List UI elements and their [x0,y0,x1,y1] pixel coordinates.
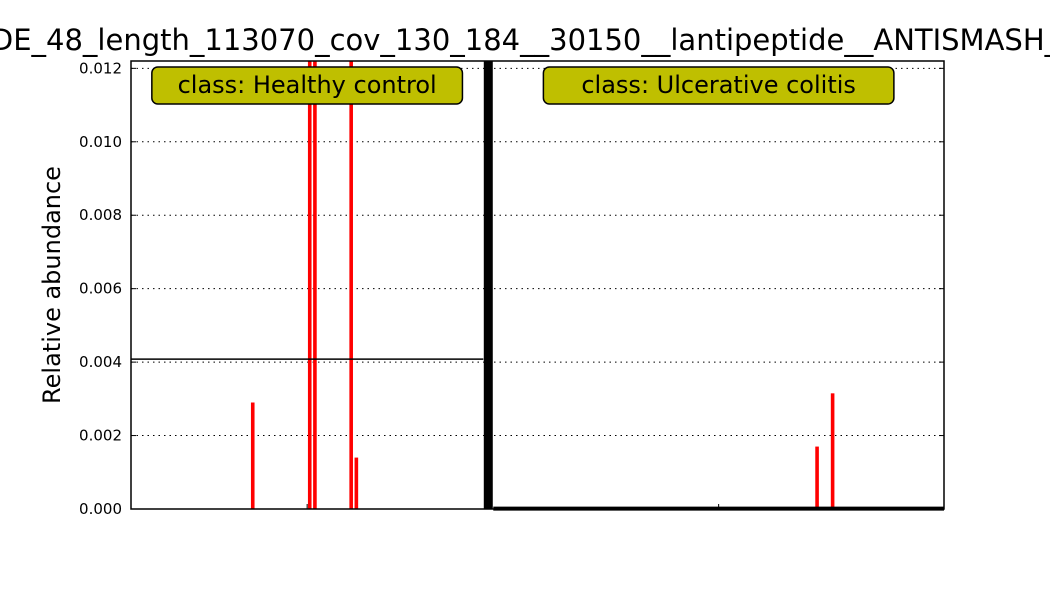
bar [349,61,353,509]
y-tick-label: 0.000 [79,500,122,518]
y-tick-label: 0.006 [79,280,122,298]
bar [307,61,312,509]
class-label-box [151,66,464,105]
class-label: class: Ulcerative colitis [581,71,856,99]
class-label: class: Healthy control [178,71,437,99]
y-axis-label: Relative abundance [38,166,66,404]
y-tick-label: 0.012 [79,59,122,77]
y-tick-label: 0.008 [79,206,122,224]
y-tick-label: 0.010 [79,133,122,151]
bar [815,446,819,509]
bar [313,61,317,509]
y-tick-label: 0.002 [79,427,122,445]
class-label-box [542,66,895,105]
bar [354,457,359,509]
plot-area: 0.000 0.002 0.004 0.006 0.008 0.010 0.012 class… [79,59,945,518]
chart-title: DE_48_length_113070_cov_130_184__30150__… [0,23,1050,57]
bar [830,393,835,509]
bar [250,402,255,509]
y-tick-label: 0.004 [79,353,122,371]
plot-frame [130,60,945,510]
